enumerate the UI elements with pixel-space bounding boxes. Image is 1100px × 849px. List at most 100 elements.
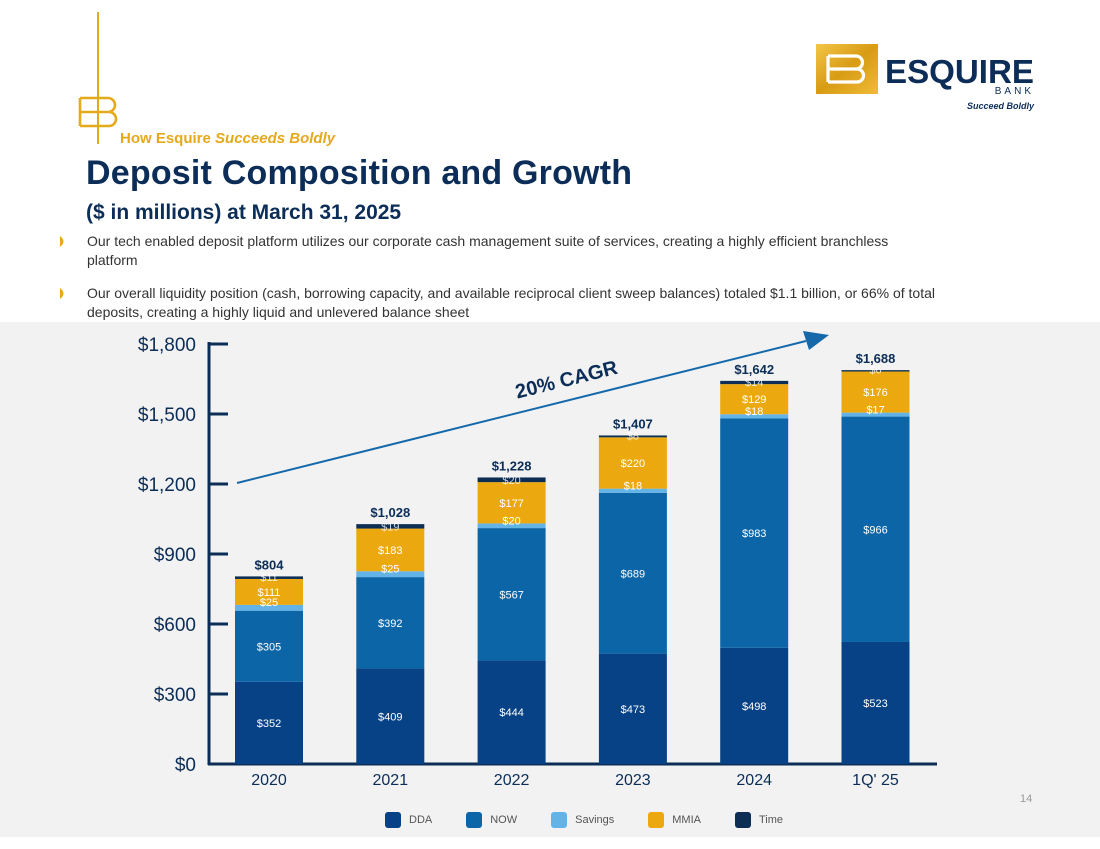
bar-segment-time — [235, 576, 303, 579]
chart-panel: $0 $300 $600 $900 $1,200 $1,500 $1,800 $352 $305… — [0, 322, 1100, 837]
bullet-item: Our tech enabled deposit platform utiliz… — [60, 232, 940, 270]
bar-segment-time — [477, 477, 546, 483]
bar-value-label: $305 — [257, 641, 281, 653]
legend-swatch — [466, 812, 483, 828]
legend-swatch — [648, 812, 665, 828]
bar-value-label: $567 — [499, 589, 523, 601]
y-tick-label: $900 — [154, 545, 196, 566]
x-tick-label: 2024 — [736, 772, 772, 789]
bar-value-label: $392 — [378, 618, 402, 630]
bar-value-label: $220 — [621, 458, 645, 470]
bar-segment-time — [841, 370, 910, 372]
bar-segment-time — [598, 435, 667, 438]
y-tick-label: $1,500 — [138, 405, 196, 426]
bar-segment-now — [235, 610, 303, 682]
bar-segment-time — [720, 380, 789, 385]
x-tick-label: 2020 — [251, 772, 287, 789]
bar-value-label: $111 — [258, 587, 281, 599]
legend-swatch — [735, 812, 751, 828]
bar-segment-mmia — [477, 482, 546, 524]
header-gold-rule — [97, 12, 99, 144]
bar-value-label: $498 — [742, 701, 766, 713]
bar-value-label: $966 — [863, 524, 887, 536]
bullet-list: Our tech enabled deposit platform utiliz… — [60, 232, 940, 336]
bar-segment-savings — [598, 488, 667, 493]
bar-segment-savings — [235, 604, 303, 611]
bullet-item: Our overall liquidity position (cash, bo… — [60, 284, 940, 322]
x-tick-label: 1Q' 25 — [852, 772, 899, 789]
y-tick-label: $300 — [154, 685, 196, 706]
x-tick-label: 2023 — [615, 772, 651, 789]
bar-segment-mmia — [841, 371, 910, 413]
bar-segment-mmia — [598, 437, 667, 489]
bar-segment-mmia — [356, 528, 425, 572]
legend-label: MMIA — [672, 814, 701, 826]
legend-item-time: Time — [735, 812, 783, 828]
deposit-stacked-bar-chart: $0 $300 $600 $900 $1,200 $1,500 $1,800 $352 $305… — [138, 331, 937, 789]
legend-item-dda: DDA — [385, 812, 432, 828]
bullet-text: Our tech enabled deposit platform utiliz… — [87, 233, 889, 268]
bar-segment-now — [720, 418, 789, 648]
bar-value-label: $8 — [627, 430, 639, 442]
cagr-arrow-line — [236, 340, 807, 484]
bar-segment-savings — [720, 414, 789, 419]
bar-value-label: $17 — [866, 405, 884, 417]
bar-segment-dda — [235, 681, 303, 764]
bar-total-label: $1,028 — [370, 505, 410, 520]
bar-value-label: $177 — [499, 498, 523, 510]
bar-segment-dda — [841, 641, 910, 764]
bar-segment-dda — [356, 668, 425, 764]
logo-wordmark: ESQUIRE — [885, 53, 1034, 90]
esquire-bank-logo: ESQUIRE BANK Succeed Boldly — [816, 44, 1035, 111]
kicker-emphasis: Succeeds Boldly — [215, 130, 336, 147]
chart-legend: DDA NOW Savings MMIA Time — [385, 810, 817, 830]
bar-segment-now — [841, 416, 910, 642]
bar-total-label: $1,642 — [734, 362, 774, 377]
bullet-text: Our overall liquidity position (cash, bo… — [87, 285, 935, 320]
bar-segment-savings — [841, 412, 910, 417]
bar-value-label: $183 — [378, 545, 402, 557]
legend-label: Time — [759, 814, 784, 826]
bar-segment-dda — [477, 660, 546, 764]
page-number: 14 — [1020, 793, 1033, 805]
bar-value-label: $523 — [863, 698, 887, 710]
bar-value-label: $19 — [381, 522, 399, 534]
bar-value-label: $18 — [624, 481, 642, 493]
bar-total-label: $804 — [255, 557, 285, 572]
logo-bank-label: BANK — [995, 86, 1034, 97]
bar-value-label: $11 — [260, 572, 278, 584]
bar-value-label: $444 — [499, 707, 523, 719]
bar-value-label: $20 — [502, 515, 520, 527]
page-title: Deposit Composition and Growth — [86, 154, 633, 192]
bar-segment-now — [356, 577, 425, 669]
bar-value-label: $176 — [863, 387, 887, 399]
bar-value-label: $473 — [621, 704, 645, 716]
section-kicker: How Esquire Succeeds Boldly — [120, 130, 335, 147]
bar-value-label: $352 — [257, 718, 281, 730]
bullet-marker-icon — [60, 236, 64, 247]
cagr-annotation: 20% CAGR — [513, 357, 620, 404]
legend-swatch — [551, 812, 568, 828]
bar-segment-dda — [598, 653, 667, 764]
page-subtitle: ($ in millions) at March 31, 2025 — [86, 201, 402, 224]
bar-segment-now — [598, 492, 667, 654]
y-tick-label: $600 — [154, 615, 196, 636]
bar-segment-mmia — [720, 384, 789, 415]
bar-segment-time — [356, 524, 425, 529]
bar-total-label: $1,407 — [613, 416, 653, 431]
bar-segment-mmia — [235, 578, 303, 605]
bar-total-label: $1,688 — [856, 351, 896, 366]
bar-value-label: $25 — [381, 563, 399, 575]
legend-item-now: NOW — [466, 812, 517, 828]
legend-label: NOW — [490, 814, 518, 826]
legend-item-savings: Savings — [551, 812, 614, 828]
y-tick-label: $0 — [175, 755, 196, 776]
legend-label: DDA — [409, 814, 433, 826]
bullet-marker-icon — [60, 288, 64, 299]
bar-segment-dda — [720, 647, 789, 764]
legend-item-mmia: MMIA — [648, 812, 701, 828]
bar-value-label: $129 — [742, 394, 766, 406]
bar-value-label: $25 — [260, 597, 278, 609]
bar-value-label: $6 — [869, 365, 881, 377]
bar-value-label: $18 — [745, 406, 763, 418]
